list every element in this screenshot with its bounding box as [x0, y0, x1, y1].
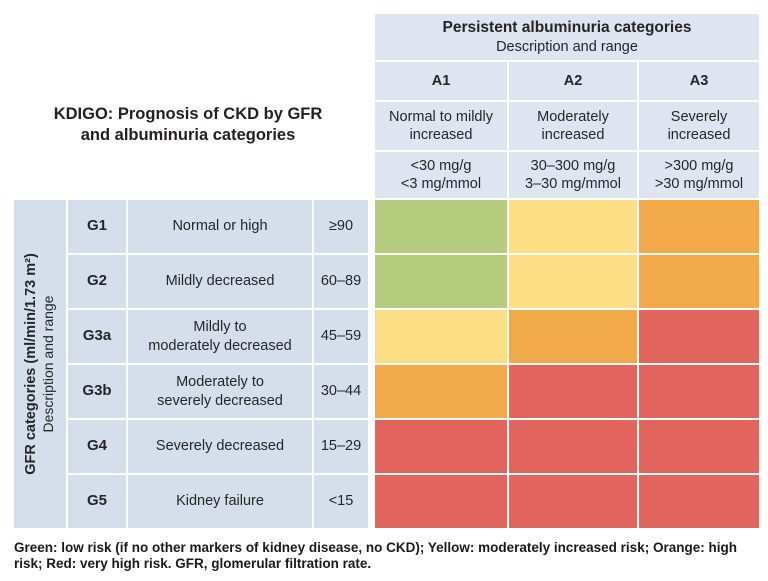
gfr-table: GFR categories (ml/min/1.73 m²) Descript…	[14, 200, 368, 528]
gfr-description-g5: Kidney failure	[128, 475, 312, 528]
risk-cell	[509, 475, 637, 528]
gfr-range-g2: 60–89	[314, 255, 368, 308]
gfr-code-g3a: G3a	[68, 310, 126, 363]
risk-cell	[509, 365, 637, 418]
albuminuria-description-a3: Severely increased	[639, 102, 759, 150]
albuminuria-header-cell: Persistent albuminuria categories Descri…	[375, 14, 759, 60]
gfr-range-g1: ≥90	[314, 200, 368, 253]
risk-cell	[639, 365, 759, 418]
risk-cell	[375, 255, 507, 308]
gfr-description-g1: Normal or high	[128, 200, 312, 253]
albuminuria-code-a2: A2	[509, 62, 637, 100]
risk-cell	[509, 420, 637, 473]
risk-cell	[639, 255, 759, 308]
gfr-range-g3b: 30–44	[314, 365, 368, 418]
risk-cell	[639, 420, 759, 473]
gfr-description-g3a: Mildly to moderately decreased	[128, 310, 312, 363]
gfr-description-g4: Severely decreased	[128, 420, 312, 473]
risk-cell	[509, 255, 637, 308]
risk-cell	[639, 310, 759, 363]
gfr-code-g5: G5	[68, 475, 126, 528]
albuminuria-header: Persistent albuminuria categories Descri…	[375, 14, 759, 198]
risk-cell	[639, 475, 759, 528]
albuminuria-range-a3: >300 mg/g >30 mg/mmol	[639, 152, 759, 198]
albuminuria-code-a3: A3	[639, 62, 759, 100]
figure-title: KDIGO: Prognosis of CKD by GFR and album…	[53, 105, 323, 145]
risk-cell	[375, 310, 507, 363]
gfr-axis-title: GFR categories (ml/min/1.73 m²)	[23, 253, 40, 475]
risk-cell	[375, 475, 507, 528]
gfr-range-g5: <15	[314, 475, 368, 528]
risk-cell	[639, 200, 759, 253]
gfr-code-g2: G2	[68, 255, 126, 308]
risk-heatmap	[375, 200, 759, 528]
gfr-code-g1: G1	[68, 200, 126, 253]
albuminuria-description-a1: Normal to mildly increased	[375, 102, 507, 150]
gfr-range-g3a: 45–59	[314, 310, 368, 363]
albuminuria-code-a1: A1	[375, 62, 507, 100]
risk-cell	[509, 310, 637, 363]
gfr-description-g3b: Moderately to severely decreased	[128, 365, 312, 418]
gfr-axis-label: GFR categories (ml/min/1.73 m²) Descript…	[14, 200, 66, 528]
albuminuria-header-title: Persistent albuminuria categories	[442, 19, 692, 37]
gfr-range-g4: 15–29	[314, 420, 368, 473]
risk-cell	[375, 200, 507, 253]
gfr-axis-subtitle: Description and range	[40, 295, 57, 433]
risk-cell	[375, 420, 507, 473]
figure-caption: Green: low risk (if no other markers of …	[14, 540, 737, 572]
albuminuria-range-a1: <30 mg/g <3 mg/mmol	[375, 152, 507, 198]
albuminuria-header-subtitle: Description and range	[496, 38, 638, 55]
risk-cell	[375, 365, 507, 418]
gfr-code-g3b: G3b	[68, 365, 126, 418]
gfr-code-g4: G4	[68, 420, 126, 473]
albuminuria-description-a2: Moderately increased	[509, 102, 637, 150]
risk-cell	[509, 200, 637, 253]
gfr-axis-label-cell: GFR categories (ml/min/1.73 m²) Descript…	[14, 200, 66, 528]
albuminuria-range-a2: 30–300 mg/g 3–30 mg/mmol	[509, 152, 637, 198]
gfr-description-g2: Mildly decreased	[128, 255, 312, 308]
